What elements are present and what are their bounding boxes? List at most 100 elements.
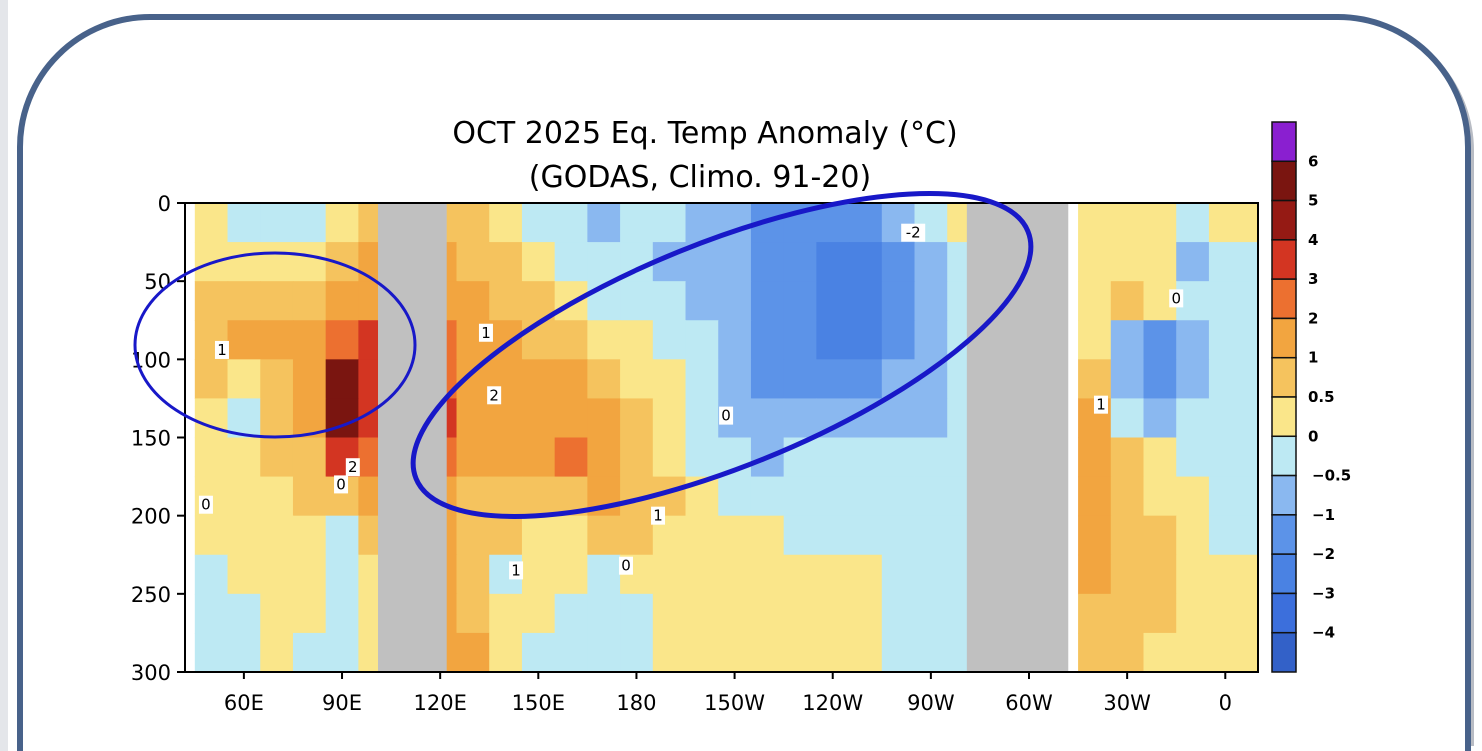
heatmap-cell — [554, 203, 588, 243]
heatmap-cell — [587, 593, 621, 634]
heatmap-cell — [489, 593, 523, 634]
colorbar-label: 1 — [1308, 349, 1318, 367]
heatmap-cell — [914, 593, 948, 634]
heatmap-cell — [914, 476, 948, 517]
heatmap-cell — [1078, 359, 1112, 400]
colorbar-box — [1271, 317, 1297, 359]
heatmap-cell — [881, 593, 916, 634]
heatmap-cell — [881, 476, 916, 517]
heatmap-cell — [1208, 437, 1258, 478]
x-tick-label: 180 — [616, 691, 656, 715]
heatmap-cell — [1110, 203, 1145, 243]
heatmap-cell — [587, 554, 621, 595]
heatmap-cell — [260, 476, 294, 517]
contour-label-bg — [719, 406, 734, 425]
heatmap-cell — [685, 593, 719, 634]
annotation-ellipse-indian-ocean — [133, 251, 417, 439]
colorbar-box — [1271, 553, 1297, 595]
heatmap-cell — [1208, 476, 1258, 517]
heatmap-cell — [260, 515, 294, 556]
heatmap-cell — [521, 398, 556, 439]
heatmap-cell — [750, 554, 785, 595]
contour-label: 0 — [721, 407, 731, 425]
heatmap-cell — [1176, 554, 1210, 595]
x-tick-label: 30W — [1103, 691, 1151, 715]
chart-subtitle: (GODAS, Climo. 91-20) — [529, 160, 871, 195]
heatmap-cell — [325, 632, 359, 672]
heatmap-cell — [881, 281, 916, 321]
heatmap-cell — [750, 242, 785, 282]
heatmap-cell — [685, 437, 719, 478]
heatmap-cell — [718, 593, 752, 634]
heatmap-cell — [456, 437, 490, 478]
heatmap-cell — [914, 398, 948, 439]
x-tick-label: 120E — [413, 691, 466, 715]
heatmap-cell — [1208, 320, 1258, 360]
colorbar-box — [1271, 514, 1297, 555]
annotation-ellipse-pacific — [410, 191, 1034, 519]
heatmap-cell — [1110, 242, 1145, 282]
heatmap-cell — [554, 593, 588, 634]
colorbar-box — [1271, 278, 1297, 320]
heatmap-cell — [521, 359, 556, 400]
heatmap-cell — [849, 476, 883, 517]
heatmap-cell — [652, 554, 687, 595]
colorbar-label: −1 — [1312, 506, 1335, 524]
contour-label-bg — [1169, 289, 1184, 308]
heatmap-cell — [849, 281, 883, 321]
heatmap-cell — [914, 437, 948, 478]
land-mask — [378, 203, 447, 672]
heatmap-cell — [521, 437, 556, 478]
heatmap-cell — [1110, 515, 1145, 556]
heatmap-cell — [685, 281, 719, 321]
heatmap-cell — [620, 281, 654, 321]
heatmap-cells — [194, 203, 1258, 672]
contour-label: 2 — [348, 458, 358, 476]
left-edge-strip — [0, 0, 8, 751]
contour-label: 0 — [621, 557, 631, 575]
x-tick-label: 90W — [907, 691, 955, 715]
heatmap-cell — [1110, 554, 1145, 595]
heatmap-cell — [750, 515, 785, 556]
contour-label-bg — [1093, 395, 1108, 414]
heatmap-cell — [260, 593, 294, 634]
heatmap-cell — [587, 359, 621, 400]
heatmap-cell — [1110, 632, 1145, 672]
heatmap-cell — [1078, 320, 1112, 360]
heatmap-cell — [227, 437, 261, 478]
heatmap-cell — [1078, 437, 1112, 478]
heatmap-cell — [849, 359, 883, 400]
heatmap-cell — [194, 554, 229, 595]
contour-label-bg — [214, 340, 229, 359]
heatmap-cell — [914, 320, 948, 360]
heatmap-cell — [685, 554, 719, 595]
heatmap-cell — [816, 242, 850, 282]
heatmap-cell — [1208, 203, 1258, 243]
heatmap-cell — [292, 593, 327, 634]
heatmap-cell — [849, 554, 883, 595]
heatmap-cell — [816, 437, 850, 478]
heatmap-cell — [652, 437, 687, 478]
heatmap-cell — [652, 593, 687, 634]
heatmap-cell — [1176, 242, 1210, 282]
heatmap-cell — [718, 476, 752, 517]
colorbar-box — [1271, 160, 1297, 202]
heatmap-cell — [260, 242, 294, 282]
heatmap-cell — [783, 398, 817, 439]
heatmap-cell — [1078, 242, 1112, 282]
heatmap-cell — [783, 554, 817, 595]
heatmap-cell — [554, 632, 588, 672]
colorbar-box — [1271, 631, 1297, 673]
colorbar-label: 3 — [1308, 270, 1318, 288]
contour-label-bg — [487, 386, 502, 405]
heatmap-cell — [227, 593, 261, 634]
heatmap-cell — [816, 515, 850, 556]
contour-label: -2 — [906, 224, 921, 242]
heatmap-cell — [1176, 593, 1210, 634]
heatmap-cell — [325, 359, 359, 400]
heatmap-cell — [489, 203, 523, 243]
heatmap-cell — [587, 320, 621, 360]
heatmap-cell — [227, 554, 261, 595]
heatmap-cell — [260, 281, 294, 321]
